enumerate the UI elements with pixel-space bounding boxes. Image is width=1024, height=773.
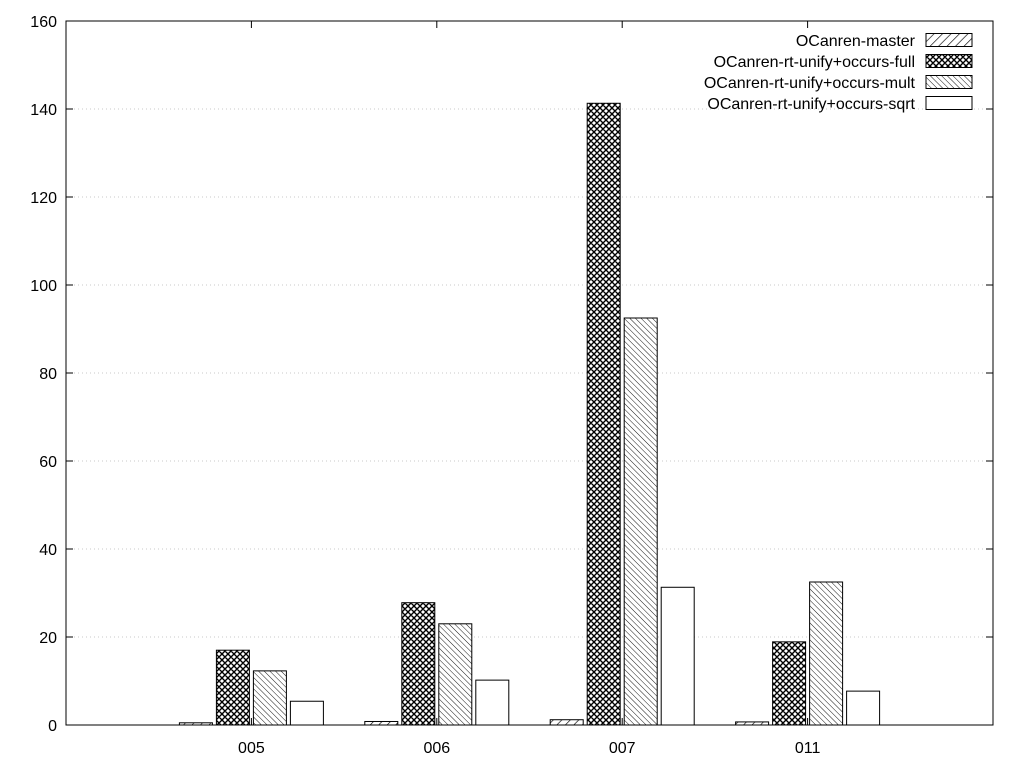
- gridlines: [66, 108, 993, 638]
- legend-swatch: [925, 96, 973, 110]
- y-tick-label: 60: [39, 454, 57, 471]
- bar-007-series-2: [586, 102, 621, 726]
- bar-007-series-4: [660, 586, 695, 726]
- axes: 0 20 40 60 80 100 120 140 160 005 006 007 011: [30, 14, 994, 757]
- legend-label: OCanren-rt-unify+occurs-sqrt: [707, 96, 915, 113]
- x-tick-label: 011: [795, 740, 821, 757]
- y-tick-label: 160: [30, 14, 57, 31]
- legend-swatch: [925, 54, 973, 68]
- bar-006-series-1: [364, 720, 399, 726]
- bar-011-series-2: [772, 641, 807, 726]
- legend: OCanren-master OCanren-rt-unify+occurs-fu…: [704, 33, 973, 113]
- y-tick-label: 0: [48, 718, 57, 735]
- bar-011-series-4: [846, 690, 881, 726]
- bar-005-series-4: [289, 700, 324, 726]
- y-tick-label: 140: [30, 102, 57, 119]
- y-tick-label: 40: [39, 542, 57, 559]
- y-tick-label: 120: [30, 190, 57, 207]
- y-tick-label: 20: [39, 630, 57, 647]
- x-tick-label: 005: [238, 740, 265, 757]
- x-tick-label: 006: [423, 740, 450, 757]
- bar-011-series-3: [809, 581, 844, 726]
- bar-006-series-3: [438, 623, 473, 726]
- bar-005-series-2: [215, 649, 250, 726]
- legend-label: OCanren-rt-unify+occurs-full: [714, 54, 915, 71]
- legend-label: OCanren-master: [796, 33, 916, 50]
- legend-label: OCanren-rt-unify+occurs-mult: [704, 75, 916, 92]
- bar-005-series-3: [252, 670, 287, 726]
- y-tick-label: 80: [39, 366, 57, 383]
- legend-swatch: [925, 75, 973, 89]
- plot-frame: [65, 20, 994, 726]
- bars: [178, 102, 881, 726]
- bar-006-series-2: [401, 602, 436, 726]
- bar-007-series-1: [549, 719, 584, 726]
- legend-swatch: [925, 33, 973, 47]
- y-tick-label: 100: [30, 278, 57, 295]
- x-tick-label: 007: [609, 740, 636, 757]
- bar-007-series-3: [623, 317, 658, 726]
- bar-006-series-4: [475, 679, 510, 726]
